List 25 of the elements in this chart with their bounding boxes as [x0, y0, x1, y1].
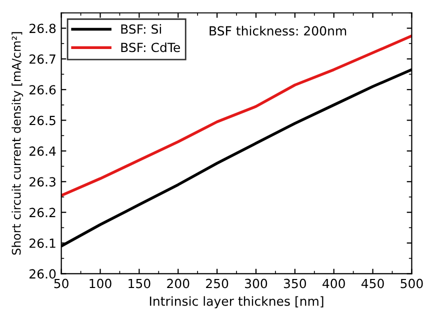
- x-tick-label: 100: [90, 278, 112, 288]
- y-tick-label: 26.7: [30, 54, 56, 64]
- x-tick-label: 150: [128, 278, 150, 288]
- y-tick-label: 26.3: [30, 177, 56, 187]
- x-tick-label: 450: [361, 278, 384, 288]
- y-tick-label: 26.0: [30, 269, 56, 279]
- x-tick-label: 200: [167, 278, 190, 288]
- x-tick-label: 250: [206, 278, 228, 288]
- y-tick-label: 26.2: [30, 208, 56, 218]
- x-tick-label: 300: [245, 278, 268, 288]
- y-tick-label: 26.1: [30, 238, 56, 248]
- x-tick-label: 350: [284, 278, 306, 288]
- annotation: BSF thickness: 200nm: [210, 26, 346, 36]
- y-tick-label: 26.5: [30, 116, 56, 126]
- legend-label: BSF: Si: [121, 24, 162, 34]
- line-series: [61, 34, 412, 197]
- y-tick-label: 26.6: [30, 85, 56, 95]
- y-tick-label: 26.4: [30, 146, 56, 156]
- legend-label: BSF: CdTe: [121, 42, 180, 52]
- x-tick-label: 400: [322, 278, 345, 288]
- y-axis-title: Short circuit current density [mA/cm²]: [12, 32, 24, 255]
- x-tick-label: 50: [54, 278, 68, 288]
- x-tick-label: 500: [400, 278, 423, 288]
- x-axis-title: Intrinsic layer thicknes [nm]: [150, 296, 324, 308]
- y-tick-label: 26.8: [30, 24, 56, 34]
